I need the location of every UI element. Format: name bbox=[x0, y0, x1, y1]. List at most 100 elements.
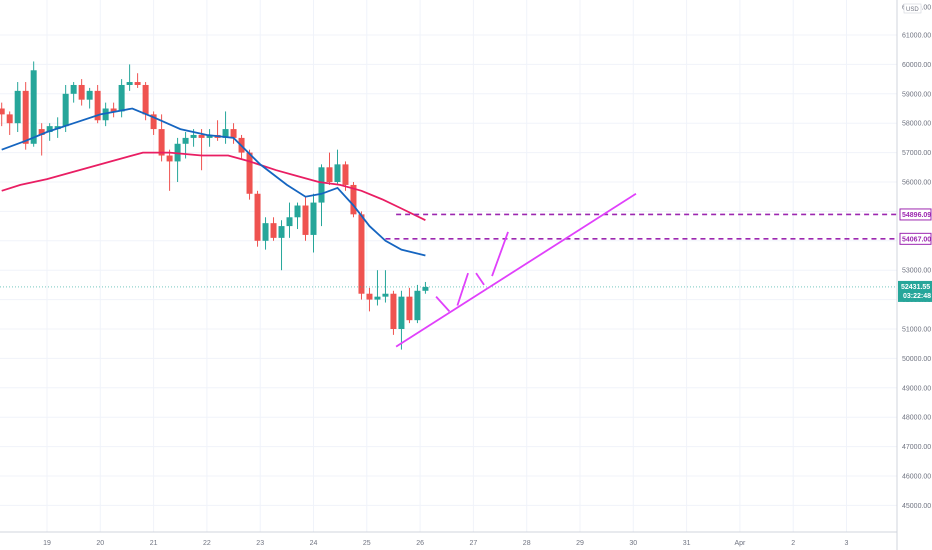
candle-body bbox=[286, 217, 293, 227]
projection-segment[interactable] bbox=[435, 296, 451, 312]
currency-label: USD bbox=[906, 7, 919, 13]
candle bbox=[150, 111, 157, 135]
candle-body bbox=[318, 167, 325, 203]
candle bbox=[278, 220, 285, 271]
time-tick-label: 20 bbox=[96, 540, 104, 547]
candle bbox=[0, 102, 5, 127]
candle-body bbox=[182, 137, 189, 144]
price-tick-label: 49000.00 bbox=[902, 385, 931, 392]
candle-body bbox=[294, 205, 301, 218]
candle bbox=[14, 82, 21, 133]
candle bbox=[294, 202, 301, 230]
time-tick-label: 24 bbox=[310, 540, 318, 547]
candle-body bbox=[422, 286, 429, 291]
candle bbox=[158, 114, 165, 162]
candle-body bbox=[142, 84, 149, 115]
time-tick-label: 27 bbox=[470, 540, 478, 547]
candle-body bbox=[0, 108, 5, 115]
candle-body bbox=[374, 296, 381, 300]
candle bbox=[102, 102, 109, 127]
chart-grid bbox=[0, 0, 897, 532]
candle bbox=[382, 270, 389, 303]
candle bbox=[406, 287, 413, 324]
candle-body bbox=[310, 202, 317, 235]
price-tick-label: 58000.00 bbox=[902, 121, 931, 128]
projection-segment[interactable] bbox=[475, 272, 485, 286]
candle-body bbox=[342, 164, 349, 185]
candle-body bbox=[78, 84, 85, 100]
time-tick-label: 26 bbox=[416, 540, 424, 547]
candle bbox=[318, 164, 325, 227]
price-tick-label: 51000.00 bbox=[902, 327, 931, 334]
price-tags: 54896.09 54067.00 52431.55 03:22:48 bbox=[898, 208, 932, 302]
currency-badge[interactable] bbox=[903, 3, 922, 14]
candle-body bbox=[46, 126, 53, 133]
time-tick-label: 21 bbox=[150, 540, 158, 547]
candle bbox=[374, 270, 381, 306]
time-axis[interactable]: 19 20 21 22 23 24 25 26 27 28 29 30 31 Apr 2 3 bbox=[0, 531, 897, 547]
time-tick-label: 2 bbox=[791, 540, 795, 547]
candle-body bbox=[302, 205, 309, 235]
candle-body bbox=[22, 90, 29, 144]
candle bbox=[254, 190, 261, 247]
level-tag-box bbox=[899, 208, 932, 221]
projection-segment[interactable] bbox=[456, 272, 469, 306]
candle-body bbox=[86, 90, 93, 100]
candle bbox=[326, 152, 333, 185]
candle-body bbox=[414, 290, 421, 321]
candle bbox=[398, 290, 405, 350]
candlestick-series bbox=[0, 61, 429, 350]
candle bbox=[78, 79, 85, 106]
level-tag-label: 54896.09 bbox=[902, 212, 931, 219]
candle-body bbox=[118, 84, 125, 112]
candle bbox=[230, 123, 237, 144]
ma-fast-line bbox=[1, 107, 426, 257]
candle-body bbox=[102, 108, 109, 121]
candle-body bbox=[198, 134, 205, 138]
projection-segment[interactable] bbox=[491, 231, 509, 277]
candle bbox=[22, 82, 29, 150]
candle-body bbox=[406, 296, 413, 321]
candle bbox=[358, 211, 365, 300]
candle-body bbox=[126, 82, 133, 85]
candle-body bbox=[134, 82, 141, 85]
trend-line[interactable] bbox=[395, 193, 637, 348]
price-tick-label: 56000.00 bbox=[902, 180, 931, 187]
candle bbox=[302, 196, 309, 241]
candle-body bbox=[150, 114, 157, 130]
candle bbox=[94, 84, 101, 124]
time-tick-label: 28 bbox=[523, 540, 531, 547]
candle-body bbox=[230, 129, 237, 138]
candle bbox=[414, 284, 421, 324]
candle-body bbox=[262, 223, 269, 241]
ma-slow-line bbox=[1, 151, 426, 222]
candle bbox=[86, 87, 93, 109]
candle-body bbox=[190, 134, 197, 138]
candle bbox=[262, 217, 269, 250]
price-tick-label: 46000.00 bbox=[902, 474, 931, 481]
time-tick-label: Apr bbox=[734, 540, 746, 547]
candle-body bbox=[166, 155, 173, 162]
moving-averages bbox=[1, 107, 426, 257]
candle bbox=[366, 287, 373, 312]
candle-body bbox=[334, 164, 341, 182]
candle-body bbox=[326, 167, 333, 182]
candle bbox=[62, 84, 69, 133]
drawings-layer[interactable] bbox=[0, 193, 897, 348]
price-axis[interactable]: 45000.00 46000.00 47000.00 48000.00 49000.00… bbox=[896, 0, 931, 550]
candle-body bbox=[254, 193, 261, 241]
candle-body bbox=[6, 114, 13, 124]
time-tick-label: 19 bbox=[43, 540, 51, 547]
candle bbox=[70, 82, 77, 103]
candle bbox=[334, 149, 341, 185]
candle bbox=[270, 217, 277, 241]
time-tick-label: 30 bbox=[629, 540, 637, 547]
candle bbox=[30, 61, 37, 147]
candle-body bbox=[158, 129, 165, 156]
candle bbox=[6, 111, 13, 135]
time-tick-label: 29 bbox=[576, 540, 584, 547]
last-price-tag bbox=[898, 280, 932, 302]
candle bbox=[310, 193, 317, 253]
price-tick-label: 45000.00 bbox=[902, 503, 931, 510]
